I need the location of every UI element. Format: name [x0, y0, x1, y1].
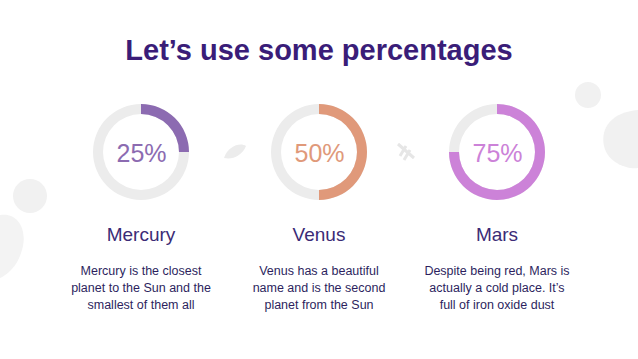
html-text:Venus has a beautiful name and: Venus has a beautiful name and is the se… [252, 264, 386, 312]
svg-text:25%: 25% [116, 139, 166, 167]
svg-text:75%: 75% [472, 139, 522, 167]
html-text:Despite being red, Mars is act: Despite being red, Mars is actually a co… [424, 264, 570, 312]
html-text:Venus: Venus [292, 224, 346, 245]
html-text:Mercury is the closest planet: Mercury is the closest planet to the Sun… [71, 264, 211, 312]
html-text:Mars: Mars [475, 224, 519, 245]
html-text:Let’s use some percentages: Let’s use some percentages [125, 34, 513, 66]
html-text:Mercury: Mercury [106, 224, 176, 245]
svg-text:50%: 50% [294, 139, 344, 167]
